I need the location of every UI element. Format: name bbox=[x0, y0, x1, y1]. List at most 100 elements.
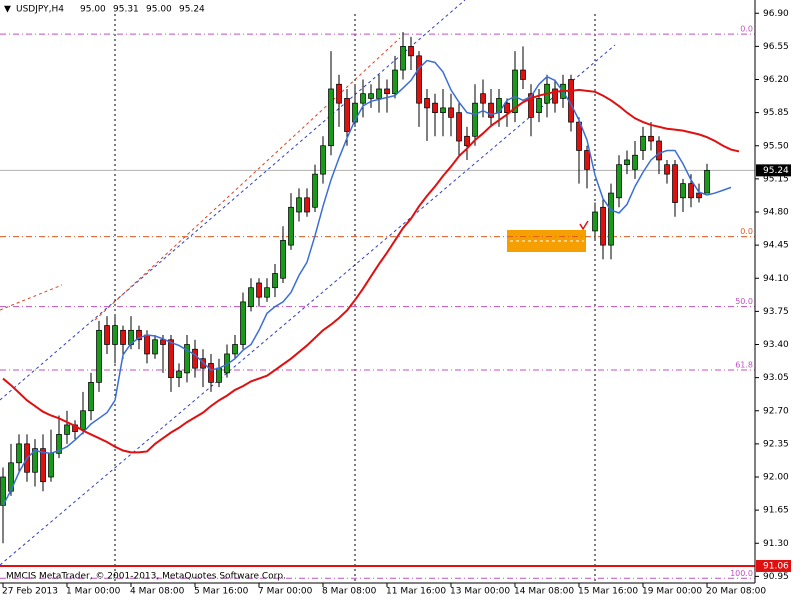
candle-body-up bbox=[216, 367, 222, 383]
y-tick-label: 94.45 bbox=[763, 241, 789, 251]
candle-body-down bbox=[528, 93, 534, 118]
moving-average bbox=[2, 59, 732, 506]
candle-body-up bbox=[296, 197, 302, 213]
candle-body-up bbox=[272, 273, 278, 289]
candle-body-down bbox=[464, 135, 470, 147]
candle-body-down bbox=[664, 164, 670, 175]
y-tick-label: 90.95 bbox=[763, 572, 789, 582]
candle-body-down bbox=[432, 102, 438, 113]
header-value: 95.00 bbox=[146, 5, 172, 15]
candle-body-up bbox=[176, 370, 182, 378]
candle-body-down bbox=[504, 102, 510, 113]
y-tick-label: 92.35 bbox=[763, 439, 789, 449]
candle-body-up bbox=[88, 382, 94, 412]
x-tick-label: 14 Mar 08:00 bbox=[514, 587, 574, 597]
candle-body-up bbox=[352, 102, 358, 123]
candle-body-up bbox=[704, 170, 710, 194]
y-tick-label: 96.20 bbox=[763, 75, 789, 85]
candle-body-up bbox=[368, 93, 374, 99]
candle-body-down bbox=[192, 348, 198, 369]
candle-body-up bbox=[96, 329, 102, 383]
candle-body-up bbox=[592, 211, 598, 232]
candle-body-up bbox=[320, 145, 326, 175]
candle-body-down bbox=[120, 329, 126, 345]
candle-body-up bbox=[616, 164, 622, 199]
candle-body-down bbox=[144, 334, 150, 355]
x-tick-label: 8 Mar 08:00 bbox=[322, 587, 377, 597]
x-tick-label: 7 Mar 00:00 bbox=[258, 587, 313, 597]
candle-body-down bbox=[552, 88, 558, 104]
y-tick-label: 96.55 bbox=[763, 42, 789, 52]
candle-body-down bbox=[136, 329, 142, 341]
fibo-label: 0.0 bbox=[740, 227, 753, 236]
header-value: 95.24 bbox=[179, 5, 205, 15]
footer: MMCIS MetaTrader, © 2001-2013, MetaQuote… bbox=[6, 572, 286, 582]
candle-body-up bbox=[608, 192, 614, 246]
y-tick-label: 91.65 bbox=[763, 506, 789, 516]
candle-body-down bbox=[480, 93, 486, 104]
candle-body-down bbox=[600, 206, 606, 246]
candle-body-up bbox=[64, 424, 70, 435]
candle-body-down bbox=[336, 83, 342, 104]
candle-body-up bbox=[312, 173, 318, 208]
candle-body-up bbox=[640, 135, 646, 151]
y-tick-label: 93.40 bbox=[763, 340, 789, 350]
fibo-label: 100.0 bbox=[730, 569, 753, 578]
candle-body-down bbox=[104, 325, 110, 345]
candle-body-up bbox=[392, 69, 398, 95]
candle-body-down bbox=[688, 183, 694, 199]
x-tick-label: 11 Mar 16:00 bbox=[386, 587, 446, 597]
candle-body-up bbox=[328, 88, 334, 147]
y-tick-label: 94.10 bbox=[763, 274, 789, 284]
channel-line bbox=[0, 44, 616, 566]
x-tick-label: 20 Mar 08:00 bbox=[706, 587, 766, 597]
menu-arrow[interactable]: ▼ bbox=[4, 5, 11, 15]
last-price-label: 95.24 bbox=[763, 166, 789, 176]
fibo-label: 61.8 bbox=[735, 361, 753, 370]
candle-body-up bbox=[512, 69, 518, 113]
candle-body-up bbox=[232, 344, 238, 355]
candle-body-down bbox=[416, 55, 422, 104]
candle-body-up bbox=[80, 410, 86, 431]
candle-body-up bbox=[32, 448, 38, 473]
candle-body-down bbox=[256, 282, 262, 298]
y-tick-label: 95.85 bbox=[763, 108, 789, 118]
candle-body-up bbox=[536, 98, 542, 113]
candle-body-up bbox=[248, 287, 254, 307]
candle-body-down bbox=[40, 448, 46, 483]
candle-body-up bbox=[280, 240, 286, 279]
y-tick-label: 91.30 bbox=[763, 539, 789, 549]
x-tick-label: 27 Feb 2013 bbox=[2, 587, 58, 597]
alert-label: 91.06 bbox=[763, 561, 789, 571]
candle-body-up bbox=[440, 107, 446, 113]
x-tick-label: 4 Mar 08:00 bbox=[130, 587, 185, 597]
x-tick-label: 19 Mar 00:00 bbox=[642, 587, 702, 597]
chart-title: USDJPY,H4 bbox=[16, 5, 64, 15]
y-tick-label: 96.90 bbox=[763, 9, 789, 19]
candle-body-up bbox=[360, 93, 366, 104]
candle-body-up bbox=[112, 325, 118, 345]
channel-line bbox=[0, 284, 63, 311]
candle-body-down bbox=[672, 164, 678, 203]
candle-body-up bbox=[152, 339, 158, 355]
alert-box bbox=[756, 559, 791, 572]
last-price-box bbox=[756, 164, 791, 177]
candle-body-down bbox=[656, 140, 662, 161]
x-tick-label: 1 Mar 00:00 bbox=[66, 587, 121, 597]
x-tick-label: 15 Mar 16:00 bbox=[578, 587, 638, 597]
candle-body-down bbox=[160, 339, 166, 345]
moving-average bbox=[2, 88, 740, 454]
candle-body-down bbox=[408, 46, 414, 57]
fibo-label: 0.0 bbox=[740, 25, 753, 34]
candle-body-down bbox=[384, 88, 390, 95]
candle-body-down bbox=[208, 363, 214, 383]
candle-body-up bbox=[376, 88, 382, 99]
candle-body-down bbox=[648, 135, 654, 142]
header-value: 95.00 bbox=[80, 5, 106, 15]
y-tick-label: 92.70 bbox=[763, 406, 789, 416]
candle-body-down bbox=[520, 69, 526, 80]
candle-body-up bbox=[16, 443, 22, 464]
fibo-label: 50.0 bbox=[735, 297, 753, 306]
